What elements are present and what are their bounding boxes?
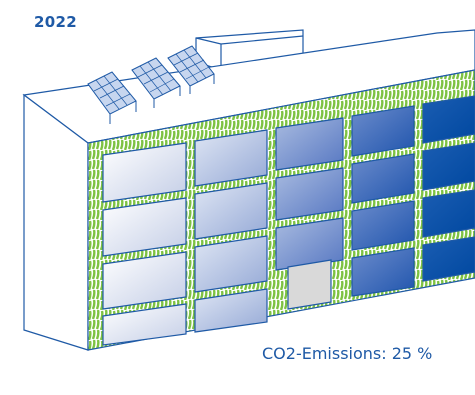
facade-windows — [102, 95, 475, 346]
solar-panel-icon — [87, 45, 215, 124]
co2-emissions-caption: CO2-Emissions: 25 % — [262, 344, 433, 363]
year-label: 2022 — [34, 13, 77, 31]
